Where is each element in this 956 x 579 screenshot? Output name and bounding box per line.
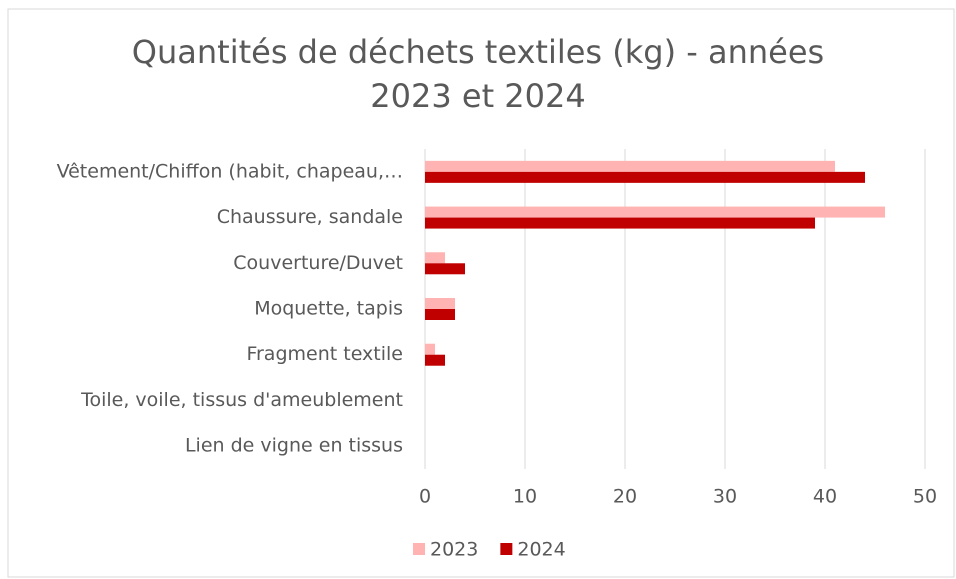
bar <box>425 206 885 218</box>
chart-title: Quantités de déchets textiles (kg) - ann… <box>131 33 825 115</box>
bar <box>425 252 445 264</box>
legend-label: 2024 <box>517 539 565 561</box>
y-tick-label: Toile, voile, tissus d'ameublement <box>80 389 403 411</box>
bar <box>425 263 465 275</box>
legend-label: 2023 <box>430 539 478 561</box>
bar <box>425 217 815 229</box>
bar <box>425 298 455 309</box>
x-tick-label: 10 <box>513 486 537 508</box>
bar <box>425 343 435 355</box>
chart-border <box>7 8 955 578</box>
bar <box>425 171 865 183</box>
x-tick-label: 20 <box>613 486 637 508</box>
y-tick-label: Moquette, tapis <box>254 298 403 320</box>
y-tick-label: Couverture/Duvet <box>233 252 403 274</box>
x-tick-label: 40 <box>813 486 837 508</box>
legend-swatch <box>500 543 513 555</box>
bar <box>425 160 835 172</box>
bar <box>425 354 445 366</box>
x-tick-label: 30 <box>713 486 737 508</box>
x-tick-label: 50 <box>913 486 937 508</box>
y-tick-label: Vêtement/Chiffon (habit, chapeau,… <box>57 160 403 182</box>
y-tick-label: Chaussure, sandale <box>217 206 403 228</box>
bar <box>425 309 455 320</box>
legend-swatch <box>413 543 425 555</box>
y-tick-label: Lien de vigne en tissus <box>185 435 403 457</box>
y-tick-label: Fragment textile <box>246 343 403 365</box>
x-tick-label: 0 <box>419 486 431 508</box>
